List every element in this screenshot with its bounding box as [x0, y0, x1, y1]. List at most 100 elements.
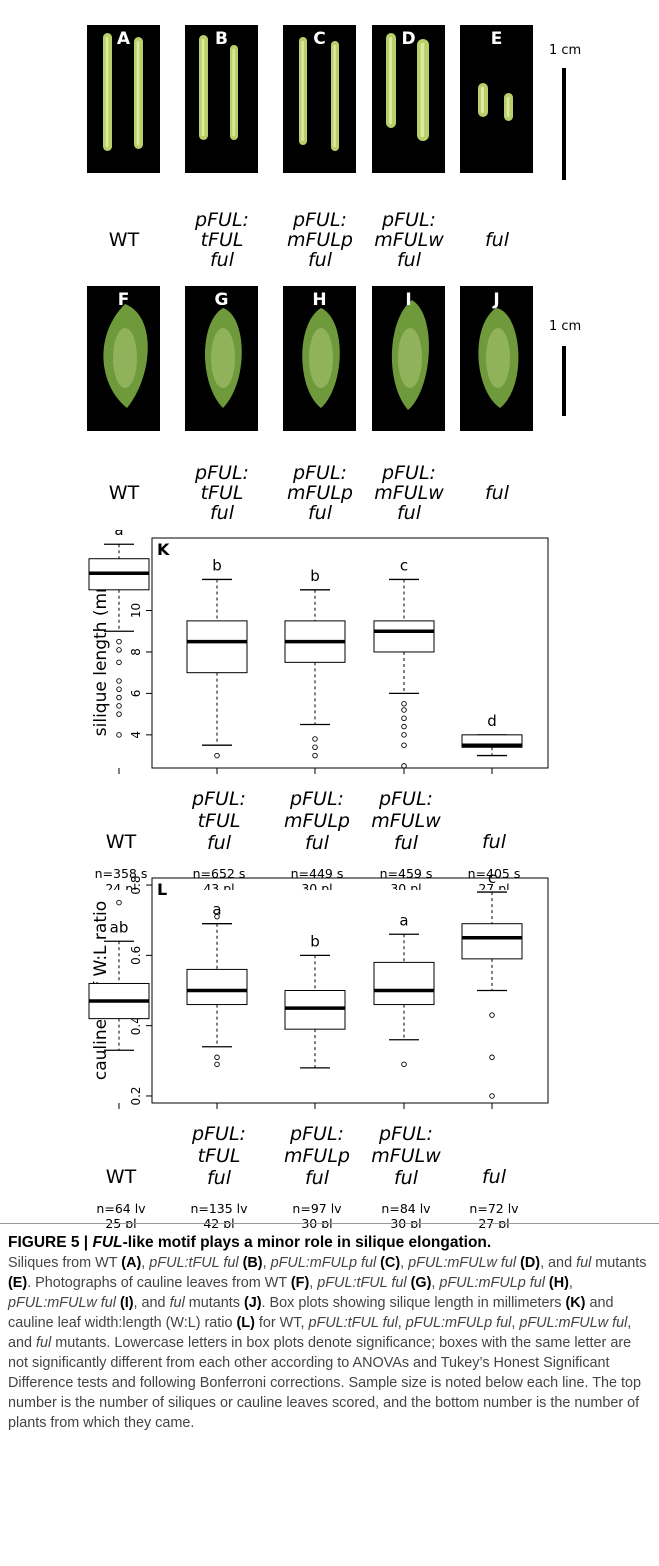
category-label: WT — [106, 831, 137, 853]
sample-size-plants: 30 pl — [390, 881, 421, 890]
caption-segment: pFUL:mFULw ful — [408, 1255, 517, 1271]
silique-photo-panel: B — [185, 25, 258, 173]
caption-segment: (B) — [242, 1255, 263, 1271]
box-2: a — [186, 901, 248, 1068]
box-2: b — [186, 556, 248, 759]
box-iqr — [373, 620, 435, 653]
category-label: ful — [394, 832, 419, 854]
scale-label-siliques: 1 cm — [549, 43, 582, 58]
genotype-label: pFUL: mFULw ful — [359, 463, 459, 523]
caption-segment: , — [141, 1255, 150, 1271]
caption-segment: (G) — [410, 1275, 432, 1291]
outlier-point — [116, 686, 122, 693]
significance-letter: c — [488, 869, 496, 887]
leaf-illustration — [103, 304, 148, 408]
caption-segment: and cauline leaf width:length (W:L) rati… — [8, 1295, 614, 1331]
caption-segment: (F) — [290, 1275, 310, 1291]
box-4: c — [373, 556, 435, 769]
outlier-point — [401, 701, 407, 707]
silique-photo-panel: C — [283, 25, 356, 173]
genotype-label: pFUL: mFULw ful — [359, 210, 459, 270]
category-label: ful — [482, 831, 507, 853]
caption-segment: (K) — [565, 1295, 586, 1311]
caption-segment: ful — [169, 1295, 185, 1311]
leaf-illustration — [391, 300, 429, 410]
genotype-line: pFUL: — [293, 462, 347, 484]
caption-segment: , — [511, 1315, 520, 1331]
outlier-point — [116, 899, 122, 906]
box-3: b — [284, 932, 346, 1069]
scale-bar-siliques — [562, 68, 566, 180]
sample-size-plants: 27 pl — [478, 1216, 509, 1228]
genotype-line: ful — [209, 249, 234, 271]
significance-letter: b — [212, 556, 222, 574]
genotype-label: pFUL: mFULp ful — [270, 463, 370, 523]
box-5: c — [461, 869, 523, 1099]
sample-size-n: n=459 s — [380, 866, 433, 881]
sample-size-n: n=84 lv — [381, 1201, 431, 1216]
outlier-point — [489, 1012, 495, 1018]
outlier-point — [401, 723, 407, 730]
category-label: WT — [106, 1166, 137, 1188]
category-label: ful — [207, 1167, 232, 1189]
genotype-line: tFUL — [200, 482, 244, 504]
genotype-label: ful — [447, 230, 547, 250]
genotype-label: ful — [447, 483, 547, 503]
outlier-point — [401, 707, 407, 713]
caption-segment: , — [431, 1275, 440, 1291]
caption-body: Siliques from WT (A), pFUL:tFUL ful (B),… — [8, 1255, 646, 1431]
caption-segment: , and — [133, 1295, 170, 1311]
caption-segment: pFUL:mFULw ful — [519, 1315, 628, 1331]
plot-frame — [151, 877, 549, 1104]
category-label: ful — [305, 832, 330, 854]
significance-letter: d — [487, 712, 497, 730]
genotype-line: ful — [396, 249, 421, 271]
leaf-photo-panel: F — [87, 286, 160, 431]
category-label: ful — [482, 1166, 507, 1188]
caption-divider — [0, 1223, 659, 1224]
genotype-line: pFUL: — [195, 209, 249, 231]
outlier-point — [214, 1061, 220, 1068]
caption-title-italic: FUL — [92, 1234, 123, 1251]
category-label: pFUL: — [378, 788, 433, 810]
sample-size-plants: 30 pl — [301, 1216, 332, 1228]
significance-letter: a — [399, 911, 408, 929]
outlier-point — [401, 763, 407, 769]
sample-size-plants: 43 pl — [203, 881, 234, 890]
caption-segment: , and — [8, 1315, 632, 1351]
sample-size-plants: 30 pl — [390, 1216, 421, 1228]
outlier-point — [489, 1093, 495, 1099]
panel-letter: B — [215, 29, 228, 49]
genotype-line: WT — [108, 482, 140, 504]
sample-size-n: n=64 lv — [96, 1201, 146, 1216]
outlier-point — [116, 647, 122, 653]
figure-caption: FIGURE 5 | FUL-like motif plays a minor … — [8, 1233, 651, 1433]
genotype-line: mFULp — [287, 229, 353, 251]
y-axis-label: silique length (mm) — [91, 570, 111, 736]
sample-size-plants: 25 pl — [105, 1216, 136, 1228]
panel-letter: I — [405, 290, 412, 310]
plot-frame — [151, 537, 549, 769]
box-1: a — [88, 530, 150, 738]
category-label: pFUL: — [191, 1123, 246, 1145]
box-iqr — [186, 620, 248, 674]
outlier-point — [116, 678, 122, 684]
sample-size-plants: 30 pl — [301, 881, 332, 890]
genotype-line: pFUL: — [382, 209, 436, 231]
outlier-point — [312, 736, 318, 742]
y-tick-label: 4 — [129, 731, 143, 739]
box-3: b — [284, 567, 346, 759]
outlier-point — [312, 752, 318, 759]
caption-segment: mutants — [591, 1255, 647, 1271]
caption-segment: pFUL:tFUL ful — [317, 1275, 407, 1291]
panel-letter: G — [214, 290, 229, 310]
chart-cauline-leaf-ratio: Lcauline leaf W:L ratio0.20.40.60.8ababa… — [88, 869, 549, 1228]
genotype-label: pFUL: tFUL ful — [172, 210, 272, 270]
significance-letter: a — [212, 901, 221, 919]
genotype-line: mFULw — [374, 229, 444, 251]
panel-letter: F — [117, 290, 130, 310]
y-tick-label: 0.6 — [129, 946, 143, 965]
caption-segment: (L) — [236, 1315, 255, 1331]
genotype-line: ful — [307, 502, 332, 524]
